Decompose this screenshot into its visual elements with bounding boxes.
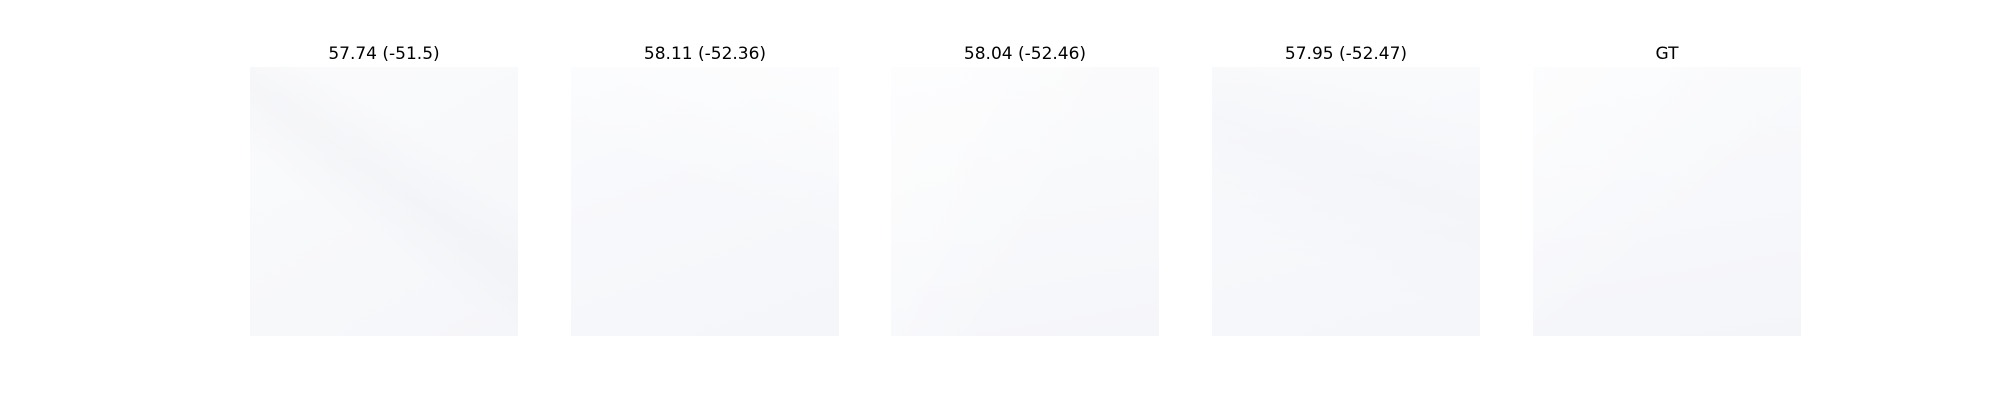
panel-title: 58.04 (-52.46) (963, 44, 1087, 64)
panel-image (250, 67, 518, 336)
panel-title: 58.11 (-52.36) (643, 44, 767, 64)
panel-image (571, 67, 839, 336)
panel-image (1212, 67, 1480, 336)
panel-image (1533, 67, 1801, 336)
panel-title: GT (1655, 44, 1679, 64)
panel-image (891, 67, 1159, 336)
panel-title: 57.74 (-51.5) (328, 44, 440, 64)
panel-title: 57.95 (-52.47) (1284, 44, 1408, 64)
